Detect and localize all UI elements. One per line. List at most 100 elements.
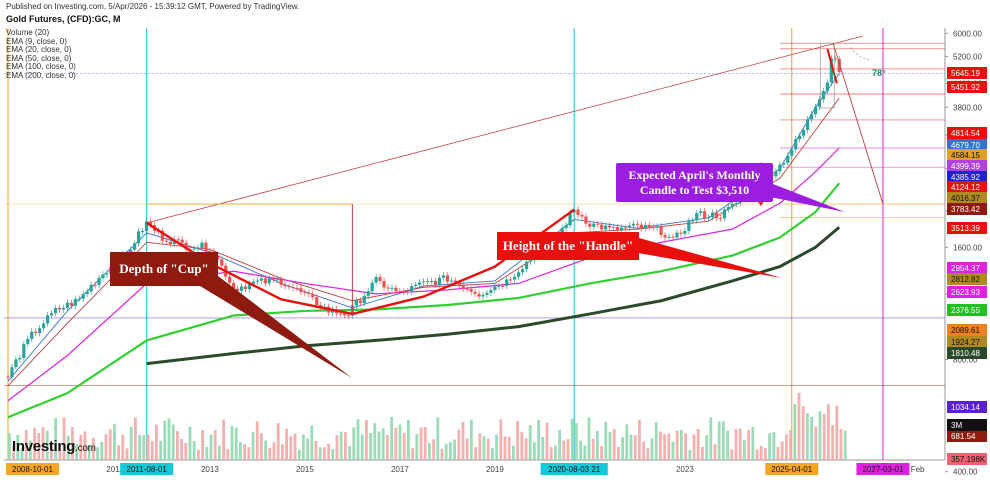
volume-bar (41, 427, 45, 460)
price-label-box (947, 336, 987, 348)
candle-body (596, 223, 600, 225)
candle-body (798, 135, 802, 140)
volume-bar (356, 419, 360, 460)
y-tick-label: 5200.00 (953, 52, 982, 61)
investing-logo[interactable]: Investing.com (12, 438, 96, 455)
indicator-ema-200[interactable]: EMA (200, close, 0) (6, 70, 76, 80)
candle-body (794, 139, 798, 150)
candle-body (291, 286, 295, 288)
indicator-ema-20[interactable]: EMA (20, close, 0) (6, 45, 72, 55)
price-label-text: 4679.70 (951, 141, 980, 150)
candle-body (528, 260, 533, 262)
candle-body (255, 280, 259, 282)
volume-bar (92, 438, 95, 460)
price-label-box (947, 181, 987, 193)
cup-depth-callout: Depth of "Cup" (110, 252, 218, 286)
candle-body (718, 218, 723, 220)
volume-bar (50, 444, 53, 460)
x-tick-label: 2017 (391, 465, 409, 474)
candle-body (469, 288, 473, 292)
candle-body (184, 242, 188, 250)
indicator-ema-9[interactable]: EMA (9, close, 0) (6, 36, 67, 46)
symbol-title: Gold Futures, (CFD):GC, M (6, 14, 121, 24)
volume-bar (121, 434, 125, 460)
indicator-legend: Volume (20) EMA (9, close, 0) EMA (20, c… (6, 28, 76, 81)
projection-line (832, 43, 884, 205)
candle-body (299, 288, 303, 293)
channel-trendline (146, 35, 864, 224)
date-highlight-box (856, 463, 910, 475)
volume-bar (705, 435, 708, 460)
published-info: Published on Investing.com, 5/Apr/2026 -… (6, 2, 300, 11)
volume-bar (251, 431, 255, 460)
candle-body (30, 331, 34, 339)
volume-bar (369, 433, 372, 460)
price-label-text: 4814.54 (951, 129, 980, 138)
candle-body (358, 300, 362, 304)
price-label-box (947, 67, 987, 79)
candle-body (243, 286, 248, 290)
volume-bar (541, 437, 545, 460)
price-label-box (947, 347, 987, 359)
volume-bar (667, 433, 671, 460)
volume-bar (159, 440, 162, 460)
volume-bar (339, 431, 343, 460)
volume-bar (314, 440, 318, 460)
volume-bar (146, 434, 150, 460)
candle-body (370, 282, 374, 292)
volume-bar (407, 419, 410, 460)
volume-bar (591, 438, 595, 460)
price-label-text: 2812.82 (951, 275, 980, 284)
candle-body (239, 286, 244, 291)
indicator-ema-50[interactable]: EMA (50, close, 0) (6, 53, 72, 63)
candle-body (386, 287, 390, 289)
candle-body (232, 282, 236, 289)
candle-body (576, 209, 580, 215)
volume-bar (654, 422, 658, 460)
price-label-text: 4584.15 (951, 151, 980, 160)
price-label-box (947, 419, 987, 431)
indicator-volume[interactable]: Volume (20) (6, 28, 50, 37)
price-label-box (947, 324, 987, 336)
candle-body (608, 225, 612, 228)
candle-body (592, 223, 596, 227)
candle-body (520, 269, 525, 273)
candle-body (651, 226, 655, 228)
candle-body (26, 338, 30, 345)
volume-bar (537, 419, 540, 460)
candle-body (703, 211, 707, 219)
volume-bar (638, 419, 641, 460)
volume-bar (264, 440, 267, 460)
candle-body (410, 286, 414, 292)
cup-callout-pointer (200, 276, 352, 378)
candle-body (382, 280, 386, 288)
price-label-text: 4124.12 (951, 183, 980, 192)
volume-bar (495, 434, 498, 460)
volume-bar (104, 433, 108, 460)
volume-bar (621, 437, 624, 460)
x-tick-label: 2023 (676, 465, 694, 474)
y-tick-label: 400.00 (953, 468, 978, 477)
volume-bar (671, 441, 675, 460)
candle-body (465, 288, 469, 290)
candle-body (378, 277, 382, 281)
date-highlight-label: 2027-03-01 (862, 465, 903, 474)
indicator-ema-100[interactable]: EMA (100, close, 0) (6, 62, 76, 72)
volume-bar (772, 432, 776, 460)
candle-body (148, 221, 153, 226)
candle-body (398, 291, 402, 293)
candle-body (34, 331, 38, 334)
volume-bar (793, 403, 797, 460)
date-highlight-label: 2008-10-01 (12, 465, 53, 474)
candle-body (790, 149, 794, 156)
volume-bar (377, 431, 381, 460)
x-tick-label: 2015 (296, 465, 314, 474)
volume-bar (96, 447, 99, 460)
volume-bar (79, 434, 83, 460)
candle-body (821, 90, 826, 100)
candle-body (346, 315, 351, 317)
volume-bar (24, 429, 28, 460)
volume-bar (696, 428, 700, 460)
candle-body (647, 224, 651, 227)
